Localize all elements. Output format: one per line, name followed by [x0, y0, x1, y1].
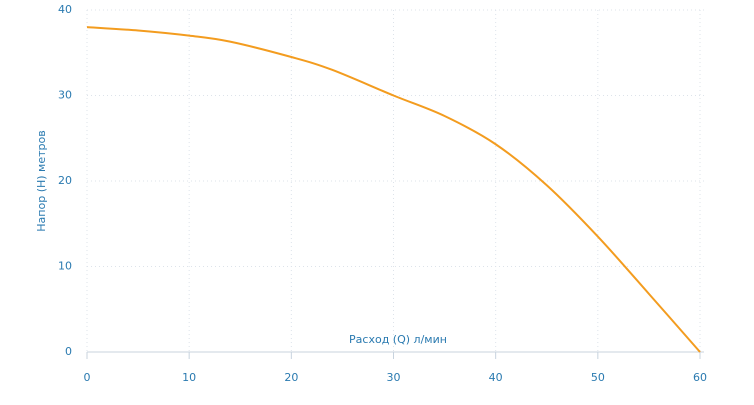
x-tick-label: 60: [693, 371, 707, 384]
x-axis-label: Расход (Q) л/мин: [349, 333, 447, 346]
x-tick-label: 40: [489, 371, 503, 384]
x-tick-label: 20: [284, 371, 298, 384]
y-tick-label: 20: [58, 174, 72, 187]
y-tick-label: 0: [65, 345, 72, 358]
x-tick-label: 50: [591, 371, 605, 384]
y-axis-label: Напор (H) метров: [35, 130, 48, 231]
y-tick-label: 30: [58, 89, 72, 102]
x-tick-label: 0: [84, 371, 91, 384]
x-tick-label: 10: [182, 371, 196, 384]
line-series: [86, 26, 701, 353]
y-tick-label: 40: [58, 3, 72, 16]
x-tick-label: 30: [387, 371, 401, 384]
y-tick-label: 10: [58, 260, 72, 273]
